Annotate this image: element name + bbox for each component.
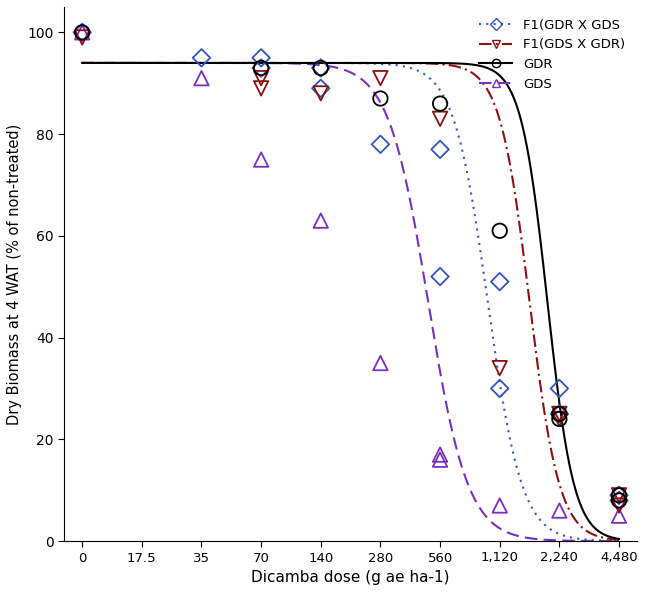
- Point: [435, 144, 445, 154]
- Line: F1(GDS X GDR): F1(GDS X GDR): [82, 63, 619, 540]
- Point: [494, 363, 505, 373]
- Point: [554, 384, 565, 393]
- F1(GDS X GDR): [339, 59, 347, 66]
- Point: [256, 63, 267, 73]
- Point: [614, 496, 624, 505]
- GDR: [105, 59, 113, 66]
- GDS: [599, 538, 607, 545]
- Point: [435, 272, 445, 281]
- Point: [614, 496, 624, 505]
- F1(GDS X GDR): [501, 136, 509, 143]
- GDR: [599, 530, 607, 538]
- F1(GDR X GDS: [325, 59, 333, 66]
- Point: [554, 506, 565, 515]
- Point: [316, 83, 326, 93]
- GDS: [501, 527, 509, 535]
- X-axis label: Dicamba dose (g ae ha-1): Dicamba dose (g ae ha-1): [251, 570, 450, 585]
- F1(GDR X GDS: [600, 537, 608, 544]
- Line: GDR: GDR: [82, 63, 619, 539]
- Point: [614, 501, 624, 510]
- Point: [375, 94, 386, 103]
- GDR: [501, 78, 509, 85]
- GDR: [325, 59, 333, 66]
- F1(GDR X GDS: [501, 409, 509, 416]
- Point: [494, 226, 505, 236]
- Line: F1(GDR X GDS: F1(GDR X GDS: [82, 63, 619, 541]
- F1(GDR X GDS: [339, 59, 347, 66]
- Point: [256, 83, 267, 93]
- Point: [196, 73, 206, 83]
- Point: [554, 414, 565, 424]
- Point: [316, 89, 326, 98]
- Point: [375, 73, 386, 83]
- Point: [256, 73, 267, 83]
- GDS: [325, 63, 333, 70]
- F1(GDS X GDR): [615, 536, 623, 543]
- Point: [256, 63, 267, 73]
- F1(GDS X GDR): [78, 59, 86, 66]
- Line: GDS: GDS: [82, 63, 619, 541]
- Point: [316, 63, 326, 73]
- Point: [375, 358, 386, 368]
- Point: [494, 277, 505, 287]
- F1(GDS X GDR): [105, 59, 113, 66]
- GDS: [615, 538, 623, 545]
- Point: [316, 63, 326, 73]
- GDS: [339, 66, 347, 73]
- Point: [77, 33, 87, 42]
- Point: [494, 384, 505, 393]
- GDR: [600, 530, 608, 538]
- Legend: F1(GDR X GDS, F1(GDS X GDR), GDR, GDS: F1(GDR X GDS, F1(GDS X GDR), GDR, GDS: [474, 14, 630, 96]
- Point: [554, 409, 565, 419]
- Point: [375, 140, 386, 149]
- F1(GDR X GDS: [599, 537, 607, 544]
- Point: [614, 511, 624, 520]
- F1(GDS X GDR): [599, 534, 607, 541]
- Point: [554, 409, 565, 419]
- Point: [435, 450, 445, 459]
- Point: [494, 501, 505, 510]
- Point: [316, 216, 326, 226]
- GDR: [78, 59, 86, 66]
- GDS: [600, 538, 608, 545]
- Point: [435, 455, 445, 465]
- GDS: [105, 59, 113, 66]
- F1(GDR X GDS: [78, 59, 86, 66]
- Point: [554, 409, 565, 419]
- Point: [435, 99, 445, 108]
- Y-axis label: Dry Biomass at 4 WAT (% of non-treated): Dry Biomass at 4 WAT (% of non-treated): [7, 123, 22, 424]
- F1(GDS X GDR): [600, 534, 608, 541]
- Point: [77, 28, 87, 37]
- GDR: [339, 59, 347, 66]
- Point: [435, 114, 445, 124]
- F1(GDS X GDR): [325, 59, 333, 66]
- Point: [614, 491, 624, 500]
- Point: [256, 53, 267, 63]
- Point: [614, 491, 624, 500]
- Point: [614, 491, 624, 500]
- GDS: [78, 59, 86, 66]
- GDR: [615, 535, 623, 542]
- Point: [77, 28, 87, 37]
- F1(GDR X GDS: [105, 59, 113, 66]
- Point: [77, 28, 87, 37]
- Point: [554, 414, 565, 424]
- F1(GDR X GDS: [615, 538, 623, 545]
- Point: [196, 53, 206, 63]
- Point: [256, 155, 267, 165]
